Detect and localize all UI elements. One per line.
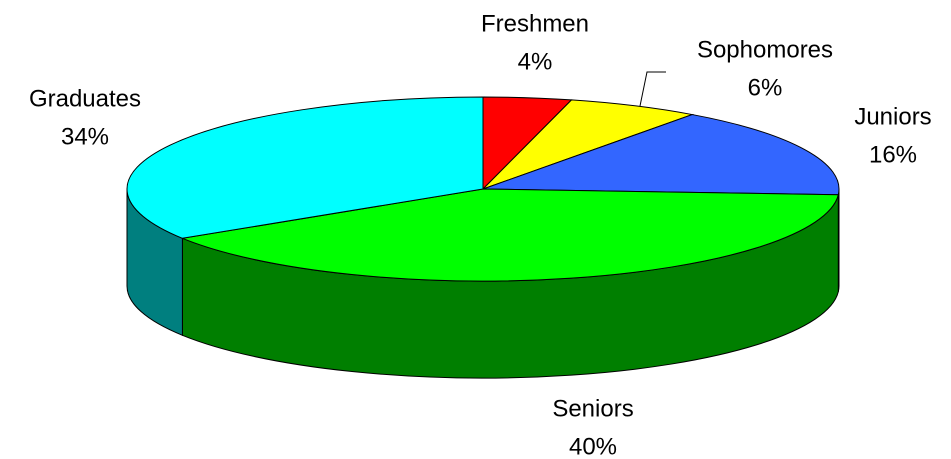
value-label: 4% [518, 48, 553, 75]
value-label: 16% [869, 141, 917, 168]
pie-slice [482, 99, 695, 190]
pie-slice [482, 114, 840, 196]
slice-label: Juniors [854, 103, 931, 130]
slice-label: Seniors [552, 395, 633, 422]
leader-line [639, 71, 666, 107]
slice-label: Sophomores [697, 36, 833, 63]
value-label: 34% [61, 123, 109, 150]
value-label: 40% [569, 433, 617, 459]
value-label: 6% [748, 74, 783, 101]
slice-label: Graduates [29, 85, 141, 112]
slice-label: Freshmen [481, 10, 589, 37]
pie-slice [126, 96, 484, 239]
pie-slice [180, 188, 839, 282]
